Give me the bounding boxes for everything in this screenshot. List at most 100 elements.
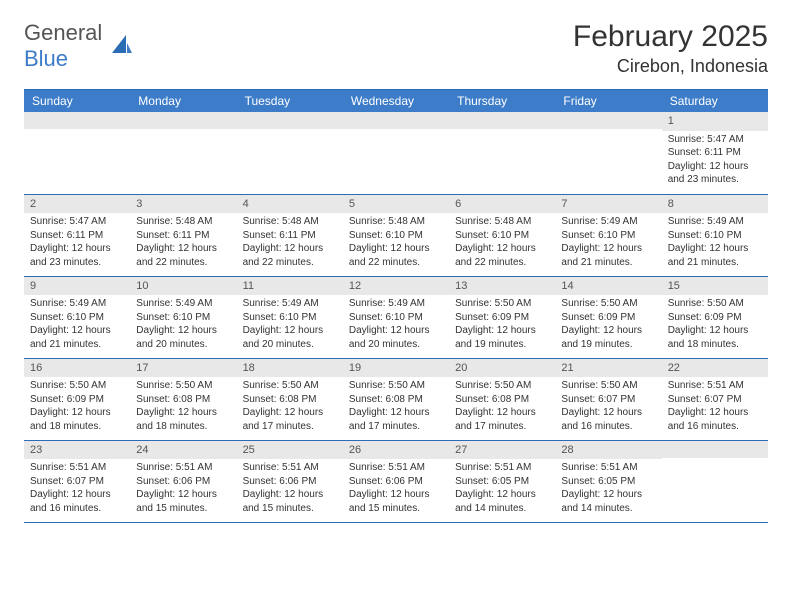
day-line: and 21 minutes. <box>30 338 124 352</box>
day-content: Sunrise: 5:47 AMSunset: 6:11 PMDaylight:… <box>662 131 768 191</box>
calendar-day-cell: 26Sunrise: 5:51 AMSunset: 6:06 PMDayligh… <box>343 440 449 522</box>
day-content: Sunrise: 5:49 AMSunset: 6:10 PMDaylight:… <box>343 295 449 355</box>
day-line: Daylight: 12 hours <box>668 160 762 174</box>
day-line: Daylight: 12 hours <box>243 242 337 256</box>
day-number: 6 <box>449 195 555 214</box>
calendar-day-cell: 23Sunrise: 5:51 AMSunset: 6:07 PMDayligh… <box>24 440 130 522</box>
day-number-empty <box>555 112 661 129</box>
day-line: Sunrise: 5:49 AM <box>349 297 443 311</box>
calendar-day-cell: 2Sunrise: 5:47 AMSunset: 6:11 PMDaylight… <box>24 194 130 276</box>
day-line: Sunset: 6:07 PM <box>668 393 762 407</box>
day-line: Daylight: 12 hours <box>455 488 549 502</box>
calendar-day-cell: 13Sunrise: 5:50 AMSunset: 6:09 PMDayligh… <box>449 276 555 358</box>
day-line: Sunrise: 5:50 AM <box>668 297 762 311</box>
day-line: Sunrise: 5:50 AM <box>561 379 655 393</box>
day-number: 10 <box>130 277 236 296</box>
day-line: Daylight: 12 hours <box>349 242 443 256</box>
weekday-header: Wednesday <box>343 90 449 113</box>
day-number: 14 <box>555 277 661 296</box>
calendar-day-cell: 19Sunrise: 5:50 AMSunset: 6:08 PMDayligh… <box>343 358 449 440</box>
month-title: February 2025 <box>573 20 768 54</box>
day-line: Sunrise: 5:48 AM <box>243 215 337 229</box>
day-line: and 23 minutes. <box>668 173 762 187</box>
day-line: Sunrise: 5:51 AM <box>243 461 337 475</box>
day-line: Sunrise: 5:47 AM <box>668 133 762 147</box>
day-line: Sunrise: 5:49 AM <box>561 215 655 229</box>
calendar-empty-cell <box>237 112 343 194</box>
day-line: Sunrise: 5:51 AM <box>455 461 549 475</box>
weekday-header: Friday <box>555 90 661 113</box>
day-line: Daylight: 12 hours <box>349 406 443 420</box>
day-content: Sunrise: 5:50 AMSunset: 6:09 PMDaylight:… <box>449 295 555 355</box>
day-number: 15 <box>662 277 768 296</box>
logo: General Blue <box>24 20 134 72</box>
day-line: and 20 minutes. <box>243 338 337 352</box>
day-number: 20 <box>449 359 555 378</box>
day-line: Daylight: 12 hours <box>136 242 230 256</box>
day-line: Daylight: 12 hours <box>243 324 337 338</box>
day-line: and 15 minutes. <box>136 502 230 516</box>
calendar-day-cell: 10Sunrise: 5:49 AMSunset: 6:10 PMDayligh… <box>130 276 236 358</box>
day-line: Sunrise: 5:48 AM <box>455 215 549 229</box>
day-number: 22 <box>662 359 768 378</box>
day-line: and 21 minutes. <box>561 256 655 270</box>
day-line: Sunrise: 5:50 AM <box>561 297 655 311</box>
day-line: Daylight: 12 hours <box>30 406 124 420</box>
day-line: Sunrise: 5:51 AM <box>349 461 443 475</box>
day-line: Daylight: 12 hours <box>668 406 762 420</box>
day-line: Daylight: 12 hours <box>455 324 549 338</box>
calendar-day-cell: 8Sunrise: 5:49 AMSunset: 6:10 PMDaylight… <box>662 194 768 276</box>
day-line: Daylight: 12 hours <box>243 488 337 502</box>
day-line: Sunset: 6:05 PM <box>455 475 549 489</box>
calendar-empty-cell <box>449 112 555 194</box>
day-content: Sunrise: 5:49 AMSunset: 6:10 PMDaylight:… <box>555 213 661 273</box>
day-line: and 20 minutes. <box>136 338 230 352</box>
day-line: Sunset: 6:11 PM <box>30 229 124 243</box>
day-number: 23 <box>24 441 130 460</box>
day-content: Sunrise: 5:48 AMSunset: 6:10 PMDaylight:… <box>343 213 449 273</box>
location: Cirebon, Indonesia <box>573 56 768 77</box>
day-line: Daylight: 12 hours <box>136 406 230 420</box>
day-line: and 18 minutes. <box>136 420 230 434</box>
calendar-day-cell: 5Sunrise: 5:48 AMSunset: 6:10 PMDaylight… <box>343 194 449 276</box>
logo-text-general: General <box>24 20 102 45</box>
weekday-header: Thursday <box>449 90 555 113</box>
calendar-day-cell: 25Sunrise: 5:51 AMSunset: 6:06 PMDayligh… <box>237 440 343 522</box>
calendar-day-cell: 28Sunrise: 5:51 AMSunset: 6:05 PMDayligh… <box>555 440 661 522</box>
day-line: Sunset: 6:05 PM <box>561 475 655 489</box>
day-number-empty <box>24 112 130 129</box>
day-content: Sunrise: 5:51 AMSunset: 6:05 PMDaylight:… <box>449 459 555 519</box>
day-number: 8 <box>662 195 768 214</box>
day-line: and 19 minutes. <box>455 338 549 352</box>
day-line: Daylight: 12 hours <box>349 324 443 338</box>
day-content: Sunrise: 5:50 AMSunset: 6:08 PMDaylight:… <box>130 377 236 437</box>
day-line: Daylight: 12 hours <box>561 242 655 256</box>
calendar-day-cell: 9Sunrise: 5:49 AMSunset: 6:10 PMDaylight… <box>24 276 130 358</box>
day-line: Sunset: 6:11 PM <box>668 146 762 160</box>
calendar-day-cell: 4Sunrise: 5:48 AMSunset: 6:11 PMDaylight… <box>237 194 343 276</box>
day-number: 16 <box>24 359 130 378</box>
day-line: Daylight: 12 hours <box>668 324 762 338</box>
day-number: 28 <box>555 441 661 460</box>
day-line: and 18 minutes. <box>30 420 124 434</box>
day-line: Sunset: 6:11 PM <box>136 229 230 243</box>
day-number: 21 <box>555 359 661 378</box>
day-number: 26 <box>343 441 449 460</box>
day-line: Daylight: 12 hours <box>30 242 124 256</box>
calendar-day-cell: 3Sunrise: 5:48 AMSunset: 6:11 PMDaylight… <box>130 194 236 276</box>
day-line: Sunset: 6:10 PM <box>136 311 230 325</box>
day-content: Sunrise: 5:50 AMSunset: 6:07 PMDaylight:… <box>555 377 661 437</box>
day-content: Sunrise: 5:51 AMSunset: 6:06 PMDaylight:… <box>130 459 236 519</box>
calendar-empty-cell <box>662 440 768 522</box>
weekday-header: Saturday <box>662 90 768 113</box>
day-line: Sunrise: 5:48 AM <box>136 215 230 229</box>
calendar-day-cell: 14Sunrise: 5:50 AMSunset: 6:09 PMDayligh… <box>555 276 661 358</box>
calendar-day-cell: 1Sunrise: 5:47 AMSunset: 6:11 PMDaylight… <box>662 112 768 194</box>
weekday-header: Monday <box>130 90 236 113</box>
day-line: Sunrise: 5:50 AM <box>455 297 549 311</box>
day-line: Sunset: 6:10 PM <box>349 311 443 325</box>
weekday-header-row: SundayMondayTuesdayWednesdayThursdayFrid… <box>24 90 768 113</box>
weekday-header: Tuesday <box>237 90 343 113</box>
calendar-day-cell: 24Sunrise: 5:51 AMSunset: 6:06 PMDayligh… <box>130 440 236 522</box>
day-line: Daylight: 12 hours <box>136 488 230 502</box>
